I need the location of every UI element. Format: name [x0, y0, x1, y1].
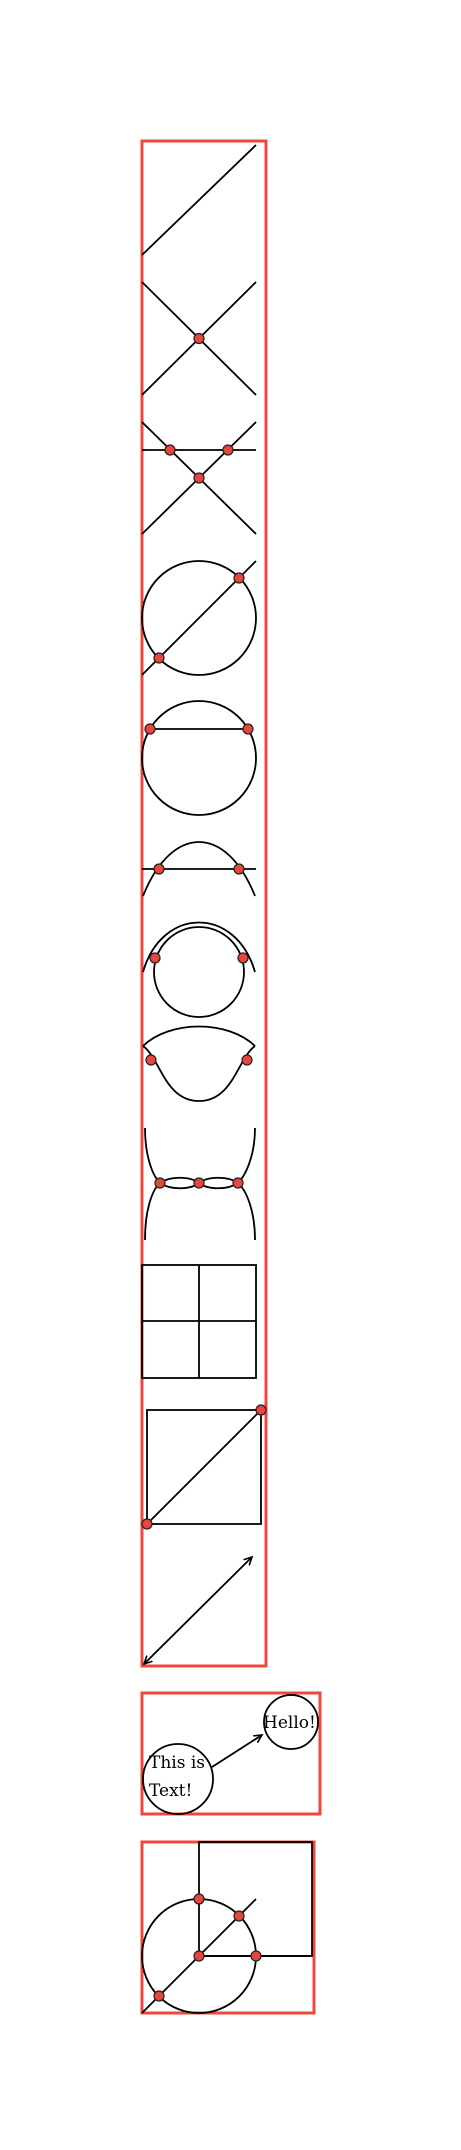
- intersection-point: [237, 952, 249, 964]
- case-text-bubbles: This is Text! Hello!: [142, 1694, 319, 1815]
- case-single-line: [141, 144, 257, 256]
- intersection-point: [233, 572, 245, 584]
- bubble-left-line2: Text!: [149, 1781, 192, 1801]
- intersection-point: [193, 1893, 205, 1905]
- square: [146, 1409, 262, 1525]
- case-circle-arc: [142, 921, 256, 1018]
- intersection-point: [164, 444, 176, 456]
- intersection-point: [153, 652, 165, 664]
- case-square-diagonal: [141, 1404, 267, 1530]
- intersection-point: [193, 332, 205, 345]
- diagonal-line: [146, 1409, 262, 1525]
- intersection-point: [222, 444, 234, 456]
- case-double-arrow: [144, 1557, 252, 1664]
- double-arrow: [144, 1557, 252, 1664]
- intersection-point: [154, 1177, 166, 1189]
- case-two-curves: [144, 1127, 256, 1241]
- case-circle-chord: [141, 700, 257, 816]
- intersection-point: [232, 1177, 244, 1189]
- tall-test-frame: [140, 139, 268, 1668]
- intersection-point: [145, 1054, 157, 1066]
- arc-top: [142, 1025, 256, 1047]
- case-arc-line: [142, 841, 256, 897]
- curve-upper: [144, 1127, 256, 1185]
- intersection-point: [250, 1950, 262, 1962]
- circle: [153, 926, 245, 1018]
- text-bubbles-frame: [140, 1691, 322, 1816]
- case-circle-diagonal: [141, 560, 257, 676]
- intersection-point: [153, 1990, 165, 2002]
- diagonal-line: [141, 144, 257, 256]
- curve-lower: [144, 1181, 256, 1241]
- intersection-point: [141, 1518, 153, 1530]
- intersection-point: [241, 1054, 253, 1066]
- bubble-left-line1: This is: [149, 1753, 205, 1773]
- intersection-point: [233, 1910, 245, 1922]
- bubble-right: [263, 1694, 319, 1750]
- intersection-point: [255, 1404, 267, 1416]
- case-composite: [141, 1841, 313, 2014]
- intersection-point: [242, 723, 254, 735]
- arc-bottom: [142, 1045, 256, 1102]
- connector-arrow: [211, 1735, 262, 1768]
- intersection-point: [149, 952, 161, 964]
- bubble-left: [142, 1743, 214, 1815]
- intersection-point: [144, 723, 156, 735]
- case-two-lines-crossing: [141, 281, 257, 396]
- arc: [142, 841, 256, 897]
- intersection-point: [193, 472, 205, 484]
- arc: [142, 921, 256, 973]
- bubble-right-label: Hello!: [263, 1713, 316, 1733]
- case-grid: [141, 1264, 257, 1379]
- intersection-point: [233, 863, 245, 875]
- case-two-arcs: [142, 1025, 256, 1102]
- circle: [141, 700, 257, 816]
- intersection-point: [193, 1177, 205, 1189]
- case-x-with-horizontal: [141, 421, 257, 535]
- circle: [141, 560, 257, 676]
- intersection-point: [193, 1950, 205, 1962]
- intersection-point: [153, 863, 165, 875]
